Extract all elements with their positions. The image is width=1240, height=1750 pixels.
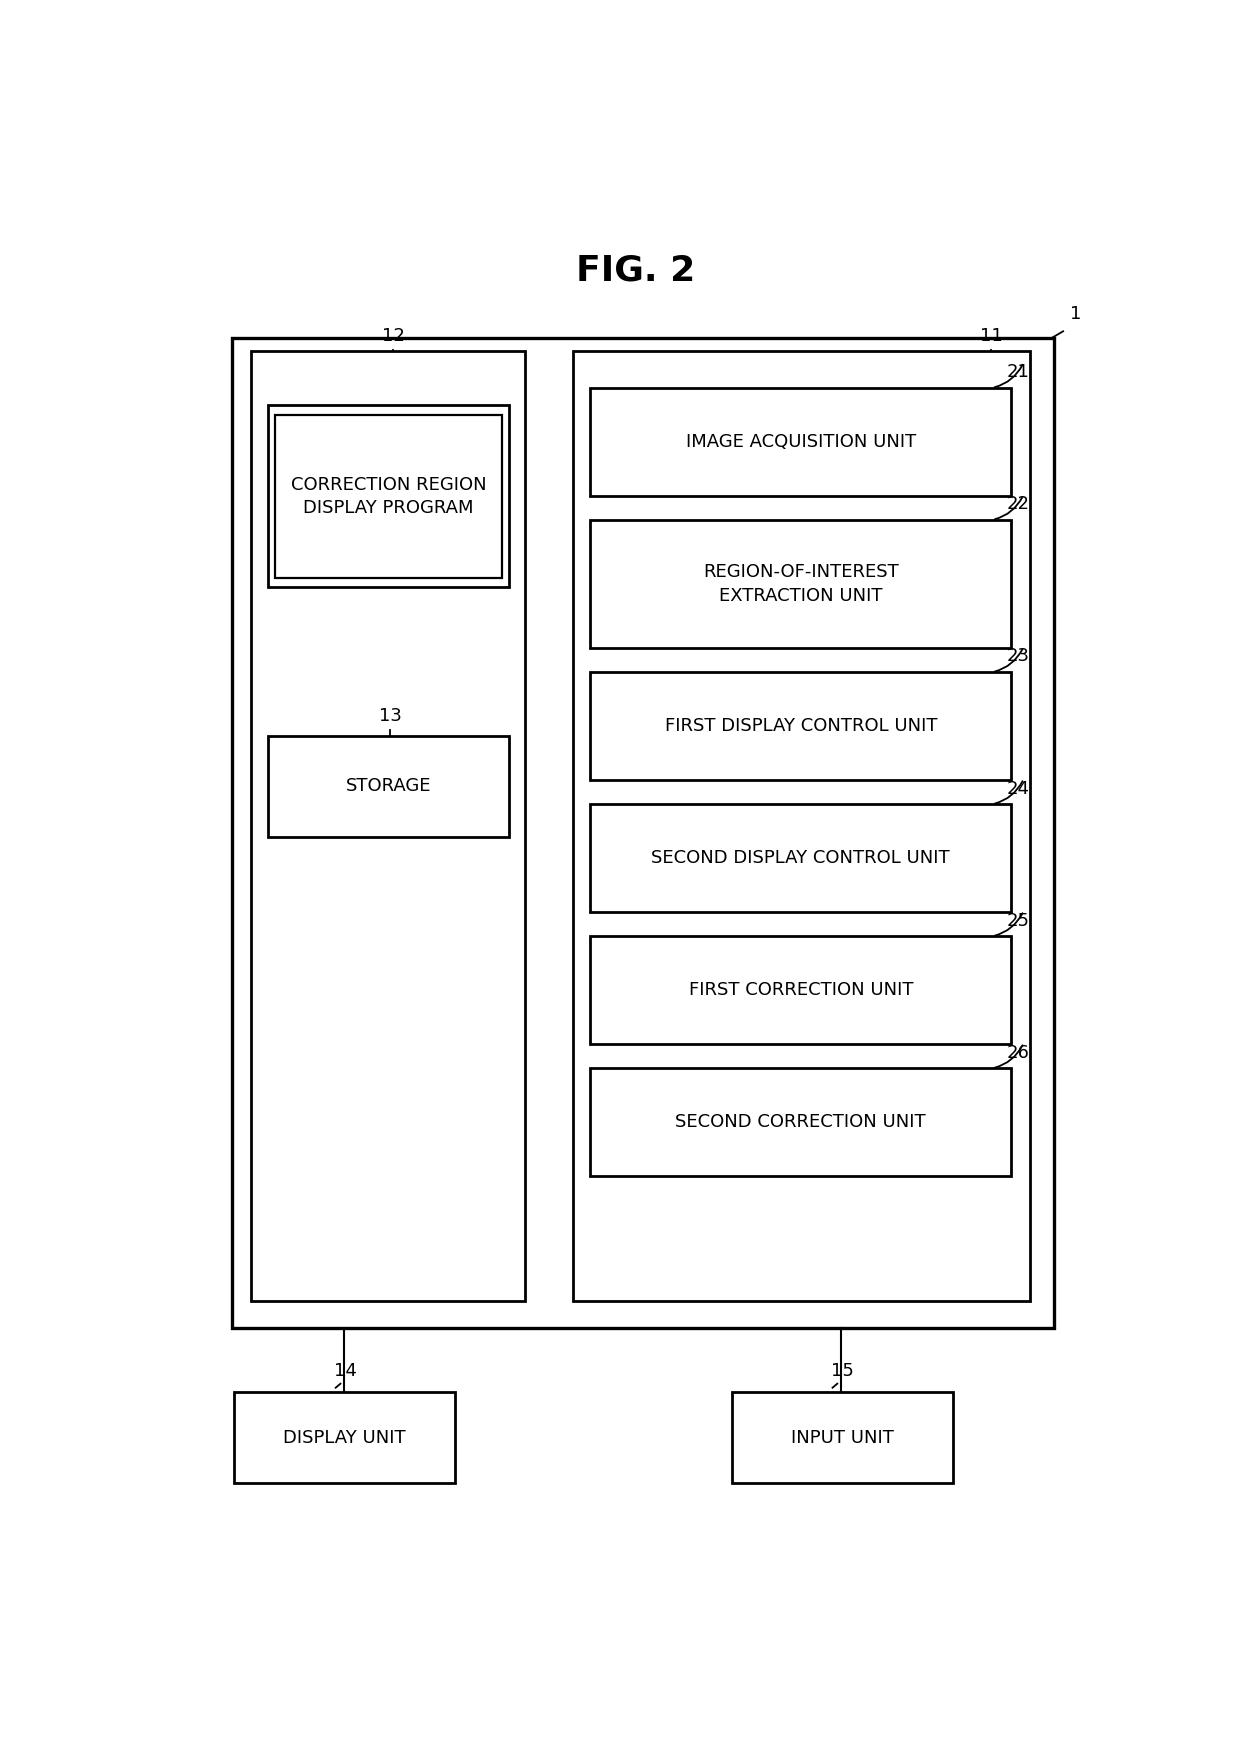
Bar (275, 415, 502, 578)
Text: 22: 22 (1007, 495, 1029, 513)
Text: 15: 15 (831, 1362, 853, 1379)
Text: IMAGE ACQUISITION UNIT: IMAGE ACQUISITION UNIT (686, 432, 916, 452)
Text: FIG. 2: FIG. 2 (575, 254, 696, 287)
Bar (590, 1068, 1012, 1176)
Text: SECOND CORRECTION UNIT: SECOND CORRECTION UNIT (676, 1113, 926, 1130)
Text: SECOND DISPLAY CONTROL UNIT: SECOND DISPLAY CONTROL UNIT (651, 849, 950, 868)
Text: DISPLAY UNIT: DISPLAY UNIT (283, 1428, 405, 1447)
Bar (250, 352, 525, 1302)
Bar (232, 338, 1054, 1328)
Bar (732, 1391, 952, 1484)
Text: REGION-OF-INTEREST
EXTRACTION UNIT: REGION-OF-INTEREST EXTRACTION UNIT (703, 564, 899, 606)
Text: 23: 23 (1007, 648, 1029, 665)
Text: 25: 25 (1007, 912, 1029, 929)
Text: INPUT UNIT: INPUT UNIT (791, 1428, 894, 1447)
Bar (590, 672, 1012, 780)
Text: STORAGE: STORAGE (346, 777, 432, 794)
Bar (268, 735, 508, 836)
Text: 21: 21 (1007, 364, 1029, 382)
Bar (268, 406, 508, 588)
Bar (234, 1391, 455, 1484)
Text: 26: 26 (1007, 1043, 1029, 1062)
Text: 14: 14 (334, 1362, 357, 1379)
Text: CORRECTION REGION
DISPLAY PROGRAM: CORRECTION REGION DISPLAY PROGRAM (290, 476, 486, 518)
Bar (590, 388, 1012, 495)
Text: 1: 1 (1070, 304, 1081, 324)
Text: FIRST CORRECTION UNIT: FIRST CORRECTION UNIT (688, 982, 913, 999)
Text: 11: 11 (980, 327, 1002, 345)
Text: 13: 13 (379, 707, 402, 724)
Bar (590, 520, 1012, 648)
Text: 24: 24 (1007, 779, 1029, 798)
Bar (573, 352, 1029, 1302)
Bar (590, 936, 1012, 1045)
Text: 12: 12 (382, 327, 404, 345)
Bar (590, 805, 1012, 912)
Text: FIRST DISPLAY CONTROL UNIT: FIRST DISPLAY CONTROL UNIT (665, 718, 937, 735)
